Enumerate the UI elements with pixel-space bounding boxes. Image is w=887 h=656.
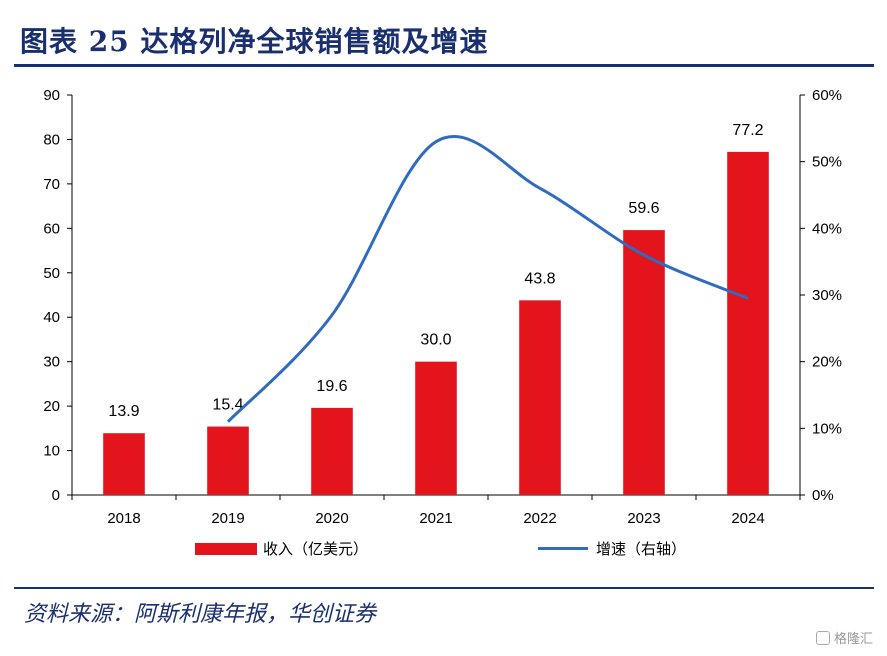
bar <box>207 426 249 495</box>
bar <box>727 151 769 495</box>
legend: 收入（亿美元） 增速（右轴） <box>0 538 887 568</box>
figure-title: 图表 25 达格列净全球销售额及增速 <box>20 25 489 58</box>
y-right-tick-label: 40% <box>812 220 842 237</box>
title-rule <box>14 64 874 67</box>
x-tick-label: 2020 <box>315 510 348 527</box>
y-left-tick-label: 0 <box>52 487 60 504</box>
legend-item-growth: 增速（右轴） <box>538 538 686 559</box>
y-left-tick-label: 90 <box>43 87 60 104</box>
bar <box>103 433 145 495</box>
y-right-tick-label: 0% <box>812 487 834 504</box>
bar <box>623 230 665 495</box>
x-tick-label: 2019 <box>211 510 244 527</box>
chart: 0 10 20 30 40 50 60 70 80 90 0% 10% 20% 30% 40% 50% 60% 2… <box>43 87 842 527</box>
y-left-tick-label: 20 <box>43 398 60 415</box>
watermark: 格隆汇 <box>815 628 873 647</box>
y-left-tick-label: 30 <box>43 354 60 371</box>
bottom-rule <box>14 587 874 589</box>
bar <box>415 361 457 495</box>
x-tick-label: 2018 <box>107 510 140 527</box>
bar-data-label: 43.8 <box>524 270 555 287</box>
growth-line <box>226 134 749 423</box>
bar-data-label: 30.0 <box>420 332 451 349</box>
bar-data-label: 59.6 <box>628 200 659 217</box>
bar-data-label: 19.6 <box>316 378 347 395</box>
bar <box>311 407 353 495</box>
y-left-tick-label: 10 <box>43 443 60 460</box>
watermark-text: 格隆汇 <box>833 632 873 647</box>
legend-item-revenue: 收入（亿美元） <box>195 538 368 559</box>
legend-line-swatch <box>538 547 588 550</box>
x-tick-label: 2024 <box>731 510 764 527</box>
x-tick-label: 2021 <box>419 510 452 527</box>
legend-label-revenue: 收入（亿美元） <box>263 540 369 558</box>
y-left-tick-label: 60 <box>43 220 60 237</box>
legend-bar-swatch <box>195 542 257 555</box>
y-left-tick-label: 40 <box>43 309 60 326</box>
y-right-tick-label: 10% <box>812 420 842 437</box>
source-note: 资料来源：阿斯利康年报，华创证券 <box>24 602 377 627</box>
y-right-tick-label: 60% <box>812 87 842 104</box>
bar-data-label: 77.2 <box>732 122 763 139</box>
y-right-tick-label: 30% <box>812 287 842 304</box>
y-right-tick-label: 20% <box>812 354 842 371</box>
bar-data-label: 15.4 <box>212 397 243 414</box>
y-left-tick-label: 50 <box>43 265 60 282</box>
x-tick-label: 2022 <box>523 510 556 527</box>
y-right-tick-label: 50% <box>812 154 842 171</box>
watermark-logo-icon <box>815 630 830 645</box>
bar <box>519 300 561 495</box>
bar-data-label: 13.9 <box>108 403 139 420</box>
y-left-tick-label: 80 <box>43 131 60 148</box>
legend-label-growth: 增速（右轴） <box>596 540 687 558</box>
y-left-tick-label: 70 <box>43 176 60 193</box>
title-bar: 图表 25 达格列净全球销售额及增速 <box>14 6 874 67</box>
x-tick-label: 2023 <box>627 510 660 527</box>
